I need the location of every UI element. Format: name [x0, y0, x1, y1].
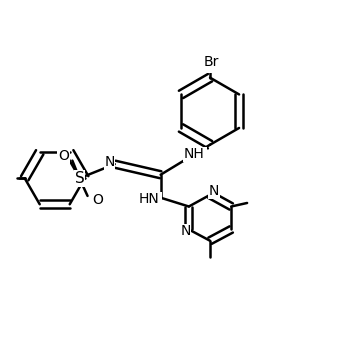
Text: NH: NH: [186, 148, 206, 161]
Text: HN: HN: [140, 192, 161, 207]
Text: N: N: [208, 184, 219, 198]
Text: O: O: [92, 192, 103, 206]
Text: NH: NH: [184, 148, 204, 161]
Text: S: S: [74, 171, 84, 186]
Text: N: N: [104, 155, 115, 169]
Text: O: O: [92, 193, 103, 207]
Text: N: N: [180, 224, 191, 238]
Text: Br: Br: [204, 55, 220, 69]
Text: HN: HN: [139, 192, 160, 207]
Text: Br: Br: [202, 58, 218, 72]
Text: O: O: [58, 151, 69, 165]
Text: O: O: [58, 149, 69, 163]
Text: N: N: [209, 184, 220, 198]
Text: N: N: [104, 155, 115, 169]
Text: N: N: [180, 224, 191, 238]
Text: S: S: [74, 171, 84, 186]
